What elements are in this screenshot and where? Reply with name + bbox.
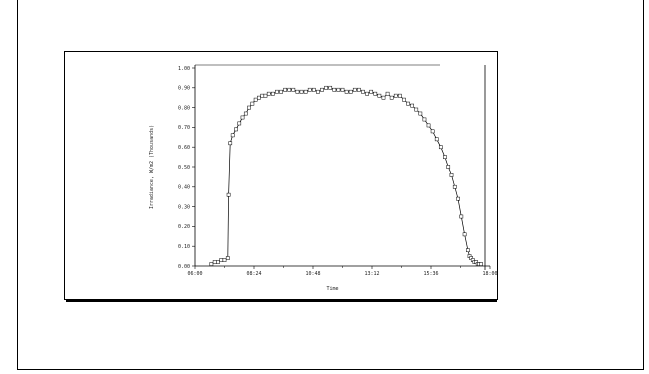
x-axis-title: Time (326, 286, 338, 292)
page-frame (17, 0, 644, 370)
data-point (247, 105, 251, 110)
data-point (357, 87, 361, 92)
data-point (316, 89, 320, 94)
data-point (263, 93, 268, 98)
x-tick-label: 08:24 (246, 271, 261, 277)
data-point (410, 103, 415, 108)
data-point (385, 91, 390, 96)
data-point (228, 141, 233, 146)
data-point (459, 214, 464, 219)
data-point (418, 111, 423, 116)
data-point (270, 91, 275, 96)
data-point (328, 85, 333, 90)
x-tick-label: 18:00 (482, 271, 497, 277)
data-point (266, 91, 271, 96)
irradiance-chart: 0.00 0.10 0.20 0.30 0.40 0.50 0.60 0.70 0.80 0.90… (149, 64, 498, 292)
data-point (446, 165, 451, 169)
y-tick-label: 0.30 (178, 204, 190, 210)
data-point (422, 117, 427, 122)
y-tick-label: 0.20 (178, 224, 190, 230)
x-tick-label: 15:36 (423, 271, 438, 277)
data-point (426, 123, 431, 128)
data-point (311, 87, 316, 92)
data-point (344, 89, 349, 94)
data-point (324, 85, 328, 90)
data-point (320, 87, 324, 92)
data-point (209, 262, 214, 266)
data-point (303, 89, 308, 94)
data-point (287, 87, 292, 92)
data-point (348, 89, 353, 94)
data-point (373, 91, 378, 96)
data-point (253, 97, 258, 102)
data-point (340, 87, 345, 92)
data-point (332, 87, 337, 92)
data-point (260, 93, 265, 98)
data-point (279, 89, 283, 94)
data-point (393, 93, 398, 98)
y-tick-label: 0.40 (178, 185, 190, 191)
data-point (352, 87, 357, 92)
data-point (456, 196, 460, 201)
data-point (430, 129, 435, 134)
data-point (438, 145, 443, 150)
series-layer (209, 85, 483, 266)
data-point (219, 258, 224, 262)
data-point (307, 87, 312, 92)
data-point (434, 137, 439, 142)
data-point (299, 89, 304, 94)
data-point (212, 260, 217, 264)
y-tick-label: 0.70 (178, 125, 190, 131)
series-line (211, 87, 481, 265)
data-point (389, 95, 394, 100)
data-point (295, 89, 300, 94)
tick-labels: 0.00 0.10 0.20 0.30 0.40 0.50 0.60 0.70 0.80 0.90… (178, 66, 498, 277)
data-point (336, 87, 341, 92)
data-point (462, 232, 467, 237)
data-point (466, 248, 470, 253)
y-tick-label: 0.60 (178, 145, 190, 151)
data-point (283, 87, 287, 92)
x-tick-label: 13:12 (364, 271, 379, 277)
data-point (381, 95, 386, 100)
data-point (240, 115, 245, 120)
data-point (361, 89, 365, 94)
data-point (443, 155, 447, 159)
data-point (402, 97, 406, 102)
y-tick-label: 0.00 (178, 264, 190, 270)
data-point (226, 192, 231, 197)
data-point (449, 173, 454, 177)
y-tick-label: 0.90 (178, 86, 190, 92)
data-point (369, 89, 374, 94)
data-point (291, 87, 296, 92)
y-tick-label: 0.80 (178, 105, 190, 111)
data-point (230, 133, 235, 138)
data-point (406, 101, 410, 106)
y-axis-title: Irradiance, W/m2 (Thousands) (149, 125, 155, 209)
data-point (257, 95, 261, 100)
x-tick-label: 10:48 (305, 271, 320, 277)
data-point (250, 101, 255, 106)
y-tick-label: 0.50 (178, 165, 190, 171)
x-tick-label: 06:00 (187, 271, 202, 277)
data-point (377, 93, 382, 98)
data-point (222, 258, 227, 262)
data-point (452, 184, 457, 189)
data-point (237, 121, 242, 126)
chart-panel: 0.00 0.10 0.20 0.30 0.40 0.50 0.60 0.70 0.80 0.90… (64, 51, 498, 302)
y-tick-label: 0.10 (178, 244, 190, 250)
data-point (216, 260, 220, 264)
data-point (479, 262, 483, 266)
data-point (398, 93, 402, 98)
data-point (243, 111, 248, 116)
data-point (225, 256, 230, 260)
y-tick-label: 1.00 (178, 66, 190, 72)
data-point (365, 91, 369, 96)
axes (194, 64, 490, 270)
data-point (414, 107, 419, 112)
data-point (275, 89, 279, 94)
data-point (234, 127, 238, 132)
